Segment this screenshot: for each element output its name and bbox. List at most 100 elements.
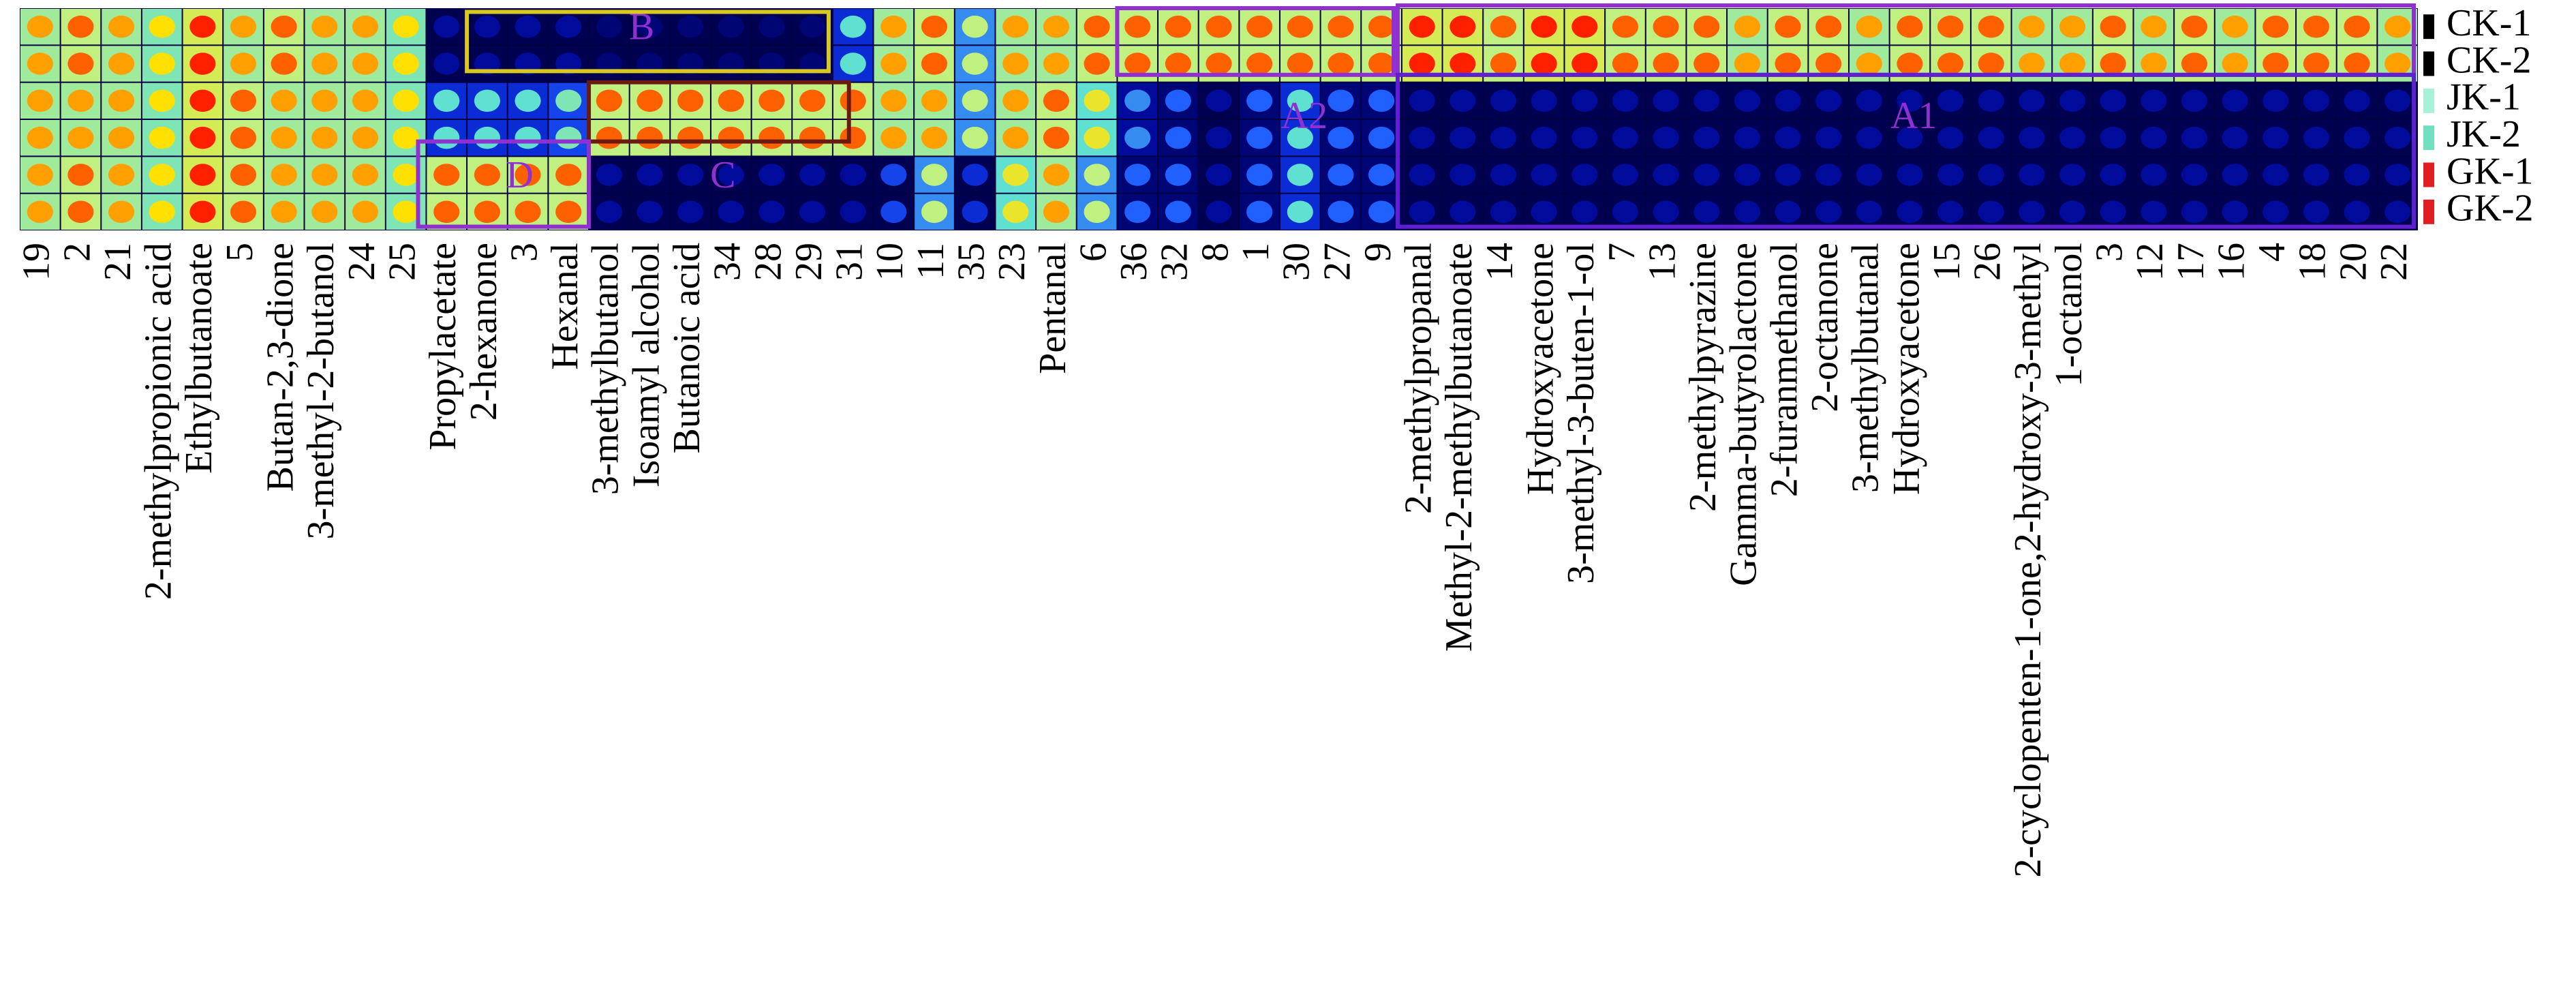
cell-spot — [921, 164, 948, 186]
cell-spot — [1246, 126, 1273, 149]
cell-spot — [2059, 15, 2086, 38]
cell-spot — [758, 200, 785, 224]
cell-spot — [27, 15, 53, 38]
cell-spot — [1002, 126, 1029, 149]
cell-spot — [2141, 126, 2167, 149]
cell-spot — [1571, 164, 1598, 186]
cell-spot — [799, 164, 826, 186]
cell-spot — [1043, 164, 1070, 186]
cell-spot — [1084, 126, 1110, 149]
cell-spot — [2059, 200, 2086, 224]
cell-spot — [1775, 164, 1801, 186]
cell-spot — [555, 200, 582, 224]
cell-spot — [596, 126, 622, 149]
cell-spot — [1734, 200, 1760, 224]
cell-spot — [2385, 52, 2411, 75]
cell-spot — [515, 89, 541, 112]
cell-spot — [1856, 89, 1882, 112]
cell-spot — [1937, 126, 1964, 149]
cell-spot — [1246, 15, 1273, 38]
cell-spot — [433, 89, 460, 112]
cell-spot — [27, 89, 53, 112]
cell-spot — [1124, 89, 1151, 112]
x-tick-label: 16 — [2210, 243, 2252, 281]
cell-spot — [1450, 15, 1476, 38]
cell-spot — [1084, 164, 1110, 186]
x-tick-label: 24 — [341, 243, 383, 281]
cell-spot — [637, 126, 663, 149]
cell-spot — [1328, 200, 1354, 224]
cell-spot — [1693, 52, 1720, 75]
cell-spot — [1206, 164, 1232, 186]
cell-spot — [1490, 200, 1517, 224]
cell-spot — [189, 200, 216, 224]
cell-spot — [1897, 15, 1923, 38]
cell-spot — [149, 200, 175, 224]
x-tick-label: 4 — [2251, 243, 2293, 262]
cell-spot — [1246, 89, 1273, 112]
region-label: C — [710, 154, 735, 196]
cell-spot — [1856, 52, 1882, 75]
cell-spot — [1978, 200, 2004, 224]
cell-spot — [1165, 164, 1191, 186]
cell-spot — [230, 200, 257, 224]
cell-spot — [2181, 126, 2208, 149]
cell-spot — [1897, 52, 1923, 75]
cell-spot — [2019, 200, 2045, 224]
cell-spot — [108, 52, 135, 75]
cell-spot — [880, 89, 907, 112]
cell-spot — [393, 52, 419, 75]
legend-label: CK-2 — [2447, 39, 2531, 81]
cell-spot — [718, 200, 744, 224]
cell-spot — [1368, 52, 1395, 75]
cell-spot — [2385, 15, 2411, 38]
x-tick-label: 8 — [1194, 243, 1236, 262]
cell-spot — [1531, 126, 1557, 149]
cell-spot — [962, 52, 988, 75]
cell-spot — [1937, 52, 1964, 75]
cell-spot — [1571, 126, 1598, 149]
legend-swatch — [2423, 88, 2434, 113]
x-tick-label: 12 — [2129, 243, 2171, 281]
cell-spot — [799, 89, 826, 112]
cell-spot — [1815, 52, 1842, 75]
x-tick-label: Isoamyl alcohol — [625, 243, 667, 487]
cell-spot — [758, 164, 785, 186]
cell-spot — [1693, 200, 1720, 224]
cell-spot — [1693, 164, 1720, 186]
cell-spot — [555, 126, 582, 149]
cell-spot — [1571, 89, 1598, 112]
cell-spot — [1937, 15, 1964, 38]
x-tick-label: 30 — [1276, 243, 1318, 281]
cell-spot — [1043, 126, 1070, 149]
cell-spot — [718, 15, 744, 38]
cell-spot — [433, 15, 460, 38]
cell-spot — [2141, 164, 2167, 186]
cell-spot — [1978, 15, 2004, 38]
cell-spot — [1612, 89, 1639, 112]
cell-spot — [2019, 164, 2045, 186]
region-label: A2 — [1281, 95, 1328, 137]
cell-spot — [1002, 15, 1029, 38]
cell-spot — [1450, 126, 1476, 149]
cell-spot — [433, 164, 460, 186]
x-tick-label: 2-cyclopenten-1-one,2-hydroxy-3-methyl — [2007, 243, 2049, 877]
x-tick-label: 17 — [2170, 243, 2212, 281]
cell-spot — [2385, 200, 2411, 224]
cell-spot — [352, 89, 379, 112]
cell-spot — [27, 52, 53, 75]
cell-spot — [1571, 15, 1598, 38]
cell-spot — [1937, 89, 1964, 112]
cell-spot — [2100, 164, 2126, 186]
cell-spot — [149, 164, 175, 186]
region-label: A1 — [1890, 95, 1937, 137]
cell-spot — [189, 126, 216, 149]
cell-spot — [352, 126, 379, 149]
cell-spot — [1490, 15, 1517, 38]
cell-spot — [1002, 164, 1029, 186]
cell-spot — [1531, 52, 1557, 75]
x-tick-label: 25 — [381, 243, 423, 281]
cell-spot — [1734, 89, 1760, 112]
cell-spot — [1206, 15, 1232, 38]
cell-spot — [1775, 126, 1801, 149]
